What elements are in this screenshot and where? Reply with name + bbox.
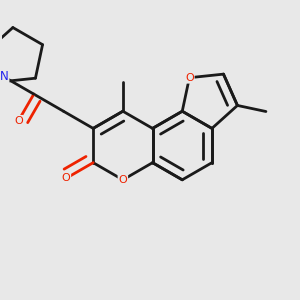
Text: O: O xyxy=(61,173,70,183)
Text: O: O xyxy=(185,73,194,83)
Text: N: N xyxy=(0,70,8,83)
Text: O: O xyxy=(14,116,23,126)
Text: O: O xyxy=(118,175,127,185)
